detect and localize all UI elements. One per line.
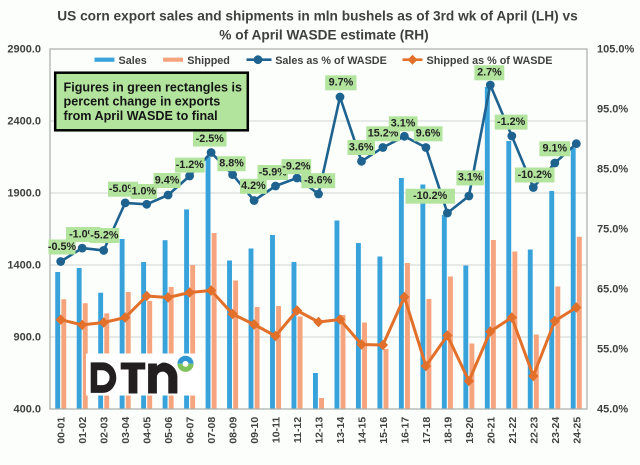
- svg-text:03-04: 03-04: [120, 417, 132, 444]
- svg-text:45.0%: 45.0%: [597, 404, 628, 416]
- svg-text:12-13: 12-13: [314, 417, 326, 444]
- svg-text:3.6%: 3.6%: [349, 141, 374, 153]
- svg-text:1900.0: 1900.0: [7, 188, 41, 200]
- svg-text:14-15: 14-15: [357, 417, 369, 444]
- svg-text:9.1%: 9.1%: [542, 143, 567, 155]
- svg-text:US corn export sales and shipm: US corn export sales and shipments in ml…: [57, 8, 578, 23]
- svg-text:10-11: 10-11: [271, 417, 283, 443]
- svg-text:-5.0%: -5.0%: [109, 183, 138, 195]
- svg-text:05-06: 05-06: [163, 417, 175, 444]
- svg-text:Figures in green rectangles is: Figures in green rectangles is: [64, 80, 242, 94]
- svg-text:-1.2%: -1.2%: [497, 116, 526, 128]
- svg-text:8.8%: 8.8%: [219, 158, 244, 170]
- svg-text:9.7%: 9.7%: [329, 77, 354, 89]
- svg-text:percent change in exports: percent change in exports: [64, 95, 221, 109]
- svg-text:2400.0: 2400.0: [7, 116, 41, 128]
- svg-text:-0.5%: -0.5%: [48, 241, 77, 253]
- svg-text:% of April WASDE estimate (RH): % of April WASDE estimate (RH): [219, 28, 428, 43]
- svg-text:1400.0: 1400.0: [7, 260, 41, 272]
- svg-text:Sales: Sales: [119, 55, 147, 67]
- svg-text:3.1%: 3.1%: [391, 118, 416, 130]
- svg-text:-5.2%: -5.2%: [90, 229, 119, 241]
- svg-text:400.0: 400.0: [13, 404, 41, 416]
- svg-text:04-05: 04-05: [142, 417, 154, 444]
- svg-text:55.0%: 55.0%: [597, 344, 628, 356]
- svg-text:06-07: 06-07: [185, 417, 197, 444]
- svg-text:16-17: 16-17: [399, 417, 411, 444]
- svg-text:-9.2%: -9.2%: [282, 160, 311, 172]
- svg-text:18-19: 18-19: [442, 417, 454, 444]
- svg-text:15-16: 15-16: [378, 417, 390, 444]
- svg-text:9.6%: 9.6%: [416, 128, 441, 140]
- svg-text:09-10: 09-10: [249, 417, 261, 444]
- svg-text:07-08: 07-08: [206, 417, 218, 444]
- svg-text:75.0%: 75.0%: [597, 224, 628, 236]
- svg-text:4.2%: 4.2%: [241, 180, 266, 192]
- svg-text:65.0%: 65.0%: [597, 284, 628, 296]
- svg-text:Sales as % of WASDE: Sales as % of WASDE: [275, 55, 387, 67]
- svg-text:2.7%: 2.7%: [477, 67, 502, 79]
- svg-text:20-21: 20-21: [485, 417, 497, 444]
- svg-text:21-22: 21-22: [507, 417, 519, 444]
- svg-text:-10.2%: -10.2%: [518, 169, 553, 181]
- svg-text:-1.2%: -1.2%: [176, 159, 205, 171]
- svg-text:105.0%: 105.0%: [597, 44, 635, 56]
- svg-text:1.0%: 1.0%: [131, 185, 156, 197]
- svg-text:3.1%: 3.1%: [458, 172, 483, 184]
- svg-text:23-24: 23-24: [550, 417, 562, 444]
- svg-text:-10.2%: -10.2%: [413, 190, 448, 202]
- svg-text:13-14: 13-14: [335, 417, 347, 444]
- svg-text:11-12: 11-12: [292, 417, 304, 443]
- svg-text:00-01: 00-01: [56, 417, 68, 444]
- svg-text:2900.0: 2900.0: [7, 44, 41, 56]
- svg-text:-2.5%: -2.5%: [196, 133, 225, 145]
- svg-text:01-02: 01-02: [77, 417, 89, 444]
- svg-text:08-09: 08-09: [228, 417, 240, 444]
- svg-text:Shipped as % of WASDE: Shipped as % of WASDE: [427, 55, 553, 67]
- svg-text:85.0%: 85.0%: [597, 164, 628, 176]
- svg-text:02-03: 02-03: [99, 417, 111, 444]
- svg-text:95.0%: 95.0%: [597, 104, 628, 116]
- svg-text:22-23: 22-23: [528, 417, 540, 444]
- svg-text:-5.9%: -5.9%: [259, 166, 288, 178]
- svg-text:17-18: 17-18: [421, 417, 433, 444]
- svg-text:9.4%: 9.4%: [155, 174, 180, 186]
- svg-text:-8.6%: -8.6%: [304, 175, 333, 187]
- svg-text:from April WASDE to final: from April WASDE to final: [64, 109, 218, 123]
- svg-text:Shipped: Shipped: [187, 55, 230, 67]
- svg-text:19-20: 19-20: [464, 417, 476, 444]
- svg-text:900.0: 900.0: [13, 332, 41, 344]
- svg-text:24-25: 24-25: [571, 417, 583, 444]
